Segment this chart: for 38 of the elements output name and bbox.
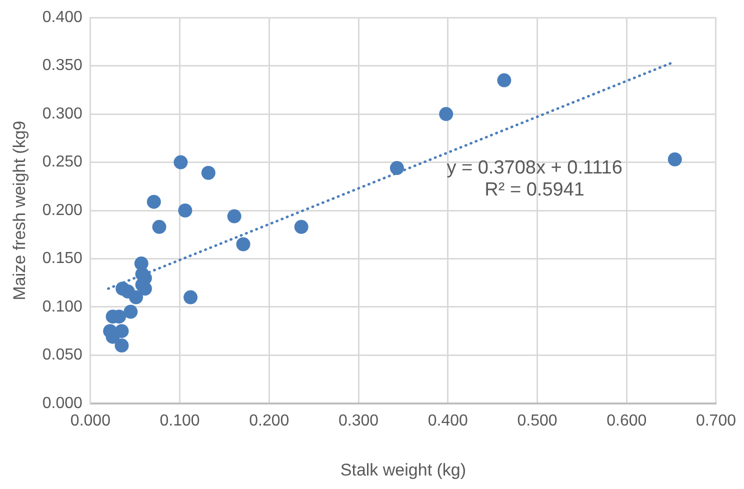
y-tick-label: 0.000	[42, 394, 83, 412]
point	[294, 220, 308, 234]
x-tick-label: 0.600	[606, 412, 647, 430]
x-tick-label: 0.700	[696, 412, 736, 430]
x-tick-label: 0.200	[249, 412, 290, 430]
point	[439, 107, 454, 122]
y-tick-label: 0.400	[42, 9, 83, 26]
y-tick-label: 0.250	[42, 154, 83, 171]
point	[390, 161, 404, 176]
point	[152, 220, 166, 234]
y-tick-label: 0.200	[42, 202, 83, 219]
y-tick-label: 0.050	[42, 346, 83, 364]
x-tick-label: 0.500	[517, 412, 558, 430]
x-tick-label: 0.400	[428, 412, 468, 430]
point	[174, 155, 188, 170]
point	[201, 166, 216, 180]
point	[668, 152, 682, 166]
point	[227, 209, 242, 224]
point	[129, 290, 144, 304]
point	[236, 237, 250, 252]
annotation: R² = 0.5941	[484, 179, 584, 200]
point	[184, 290, 198, 304]
annotation: y = 0.3708x + 0.1116	[446, 157, 622, 178]
x-axis-title: Stalk weight (kg)	[340, 460, 466, 480]
x-tick-label: 0.100	[160, 412, 200, 430]
y-tick-label: 0.100	[42, 298, 83, 316]
point	[178, 204, 192, 218]
x-tick-label: 0.300	[338, 412, 379, 430]
point	[114, 338, 129, 353]
point	[138, 282, 152, 296]
point	[497, 73, 512, 88]
point	[146, 194, 161, 209]
point	[124, 304, 138, 319]
y-tick-label: 0.300	[42, 105, 83, 122]
x-tick-label: 0.000	[70, 412, 111, 430]
y-tick-label: 0.350	[42, 57, 83, 74]
y-tick-label: 0.150	[42, 250, 83, 268]
y-axis-title: Maize fresh weight (kg9	[10, 120, 29, 300]
